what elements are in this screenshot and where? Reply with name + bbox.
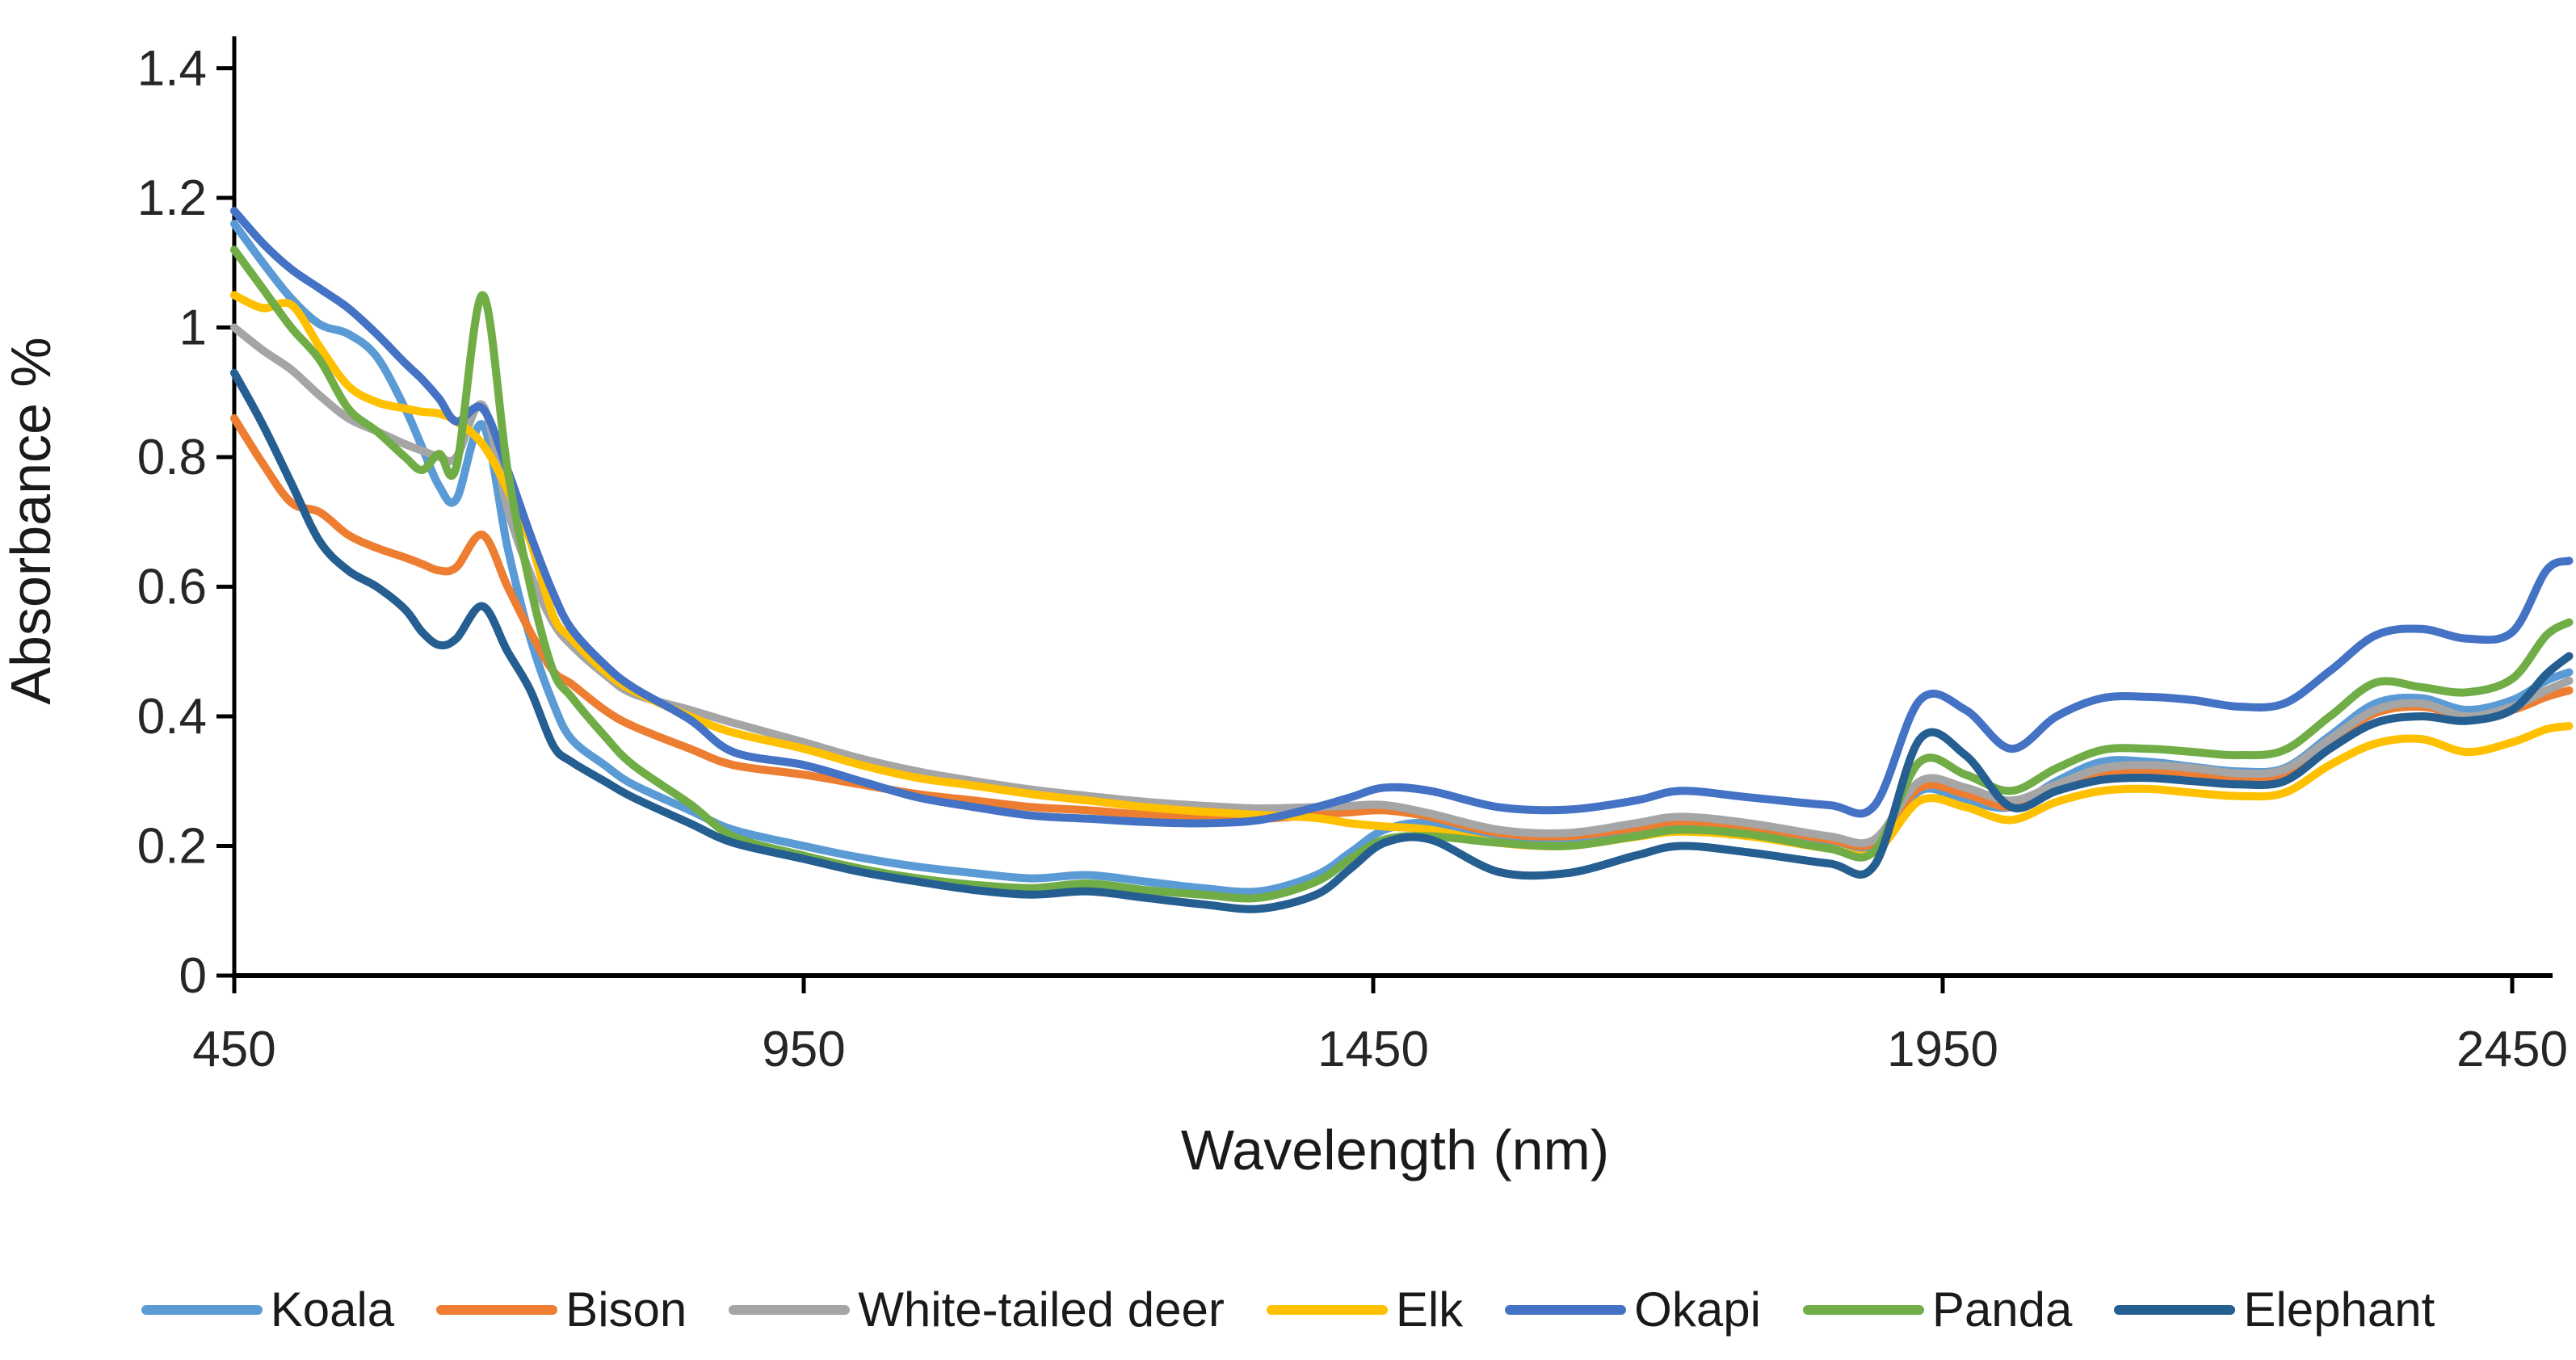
legend-line-swatch-elk [1266, 1305, 1388, 1315]
series-line-white-tailed-deer [230, 323, 2574, 848]
y-tick-label: 0.4 [137, 689, 207, 745]
legend-item-elephant: Elephant [2114, 1286, 2435, 1334]
series-line-okapi [230, 207, 2574, 828]
y-axis-title: Absorbance % [0, 337, 62, 704]
y-tick-label: 0.8 [137, 430, 207, 485]
y-tick-label: 1 [179, 300, 207, 356]
y-tick-label: 1.2 [137, 170, 207, 226]
x-tick-label: 950 [762, 1022, 845, 1077]
absorbance-line-chart: 0 0.2 0.4 0.6 0.8 1 1.2 1.4 450 950 1450 1950 2450 A… [0, 36, 2574, 1182]
legend-label: Bison [565, 1282, 687, 1337]
legend-label: Koala [270, 1282, 395, 1337]
series-line-panda [230, 246, 2574, 903]
legend-label: Elephant [2243, 1282, 2435, 1337]
y-tick-label: 0.2 [137, 819, 207, 875]
legend-label: White-tailed deer [858, 1282, 1225, 1337]
legend-line-swatch-white-tailed-deer [729, 1305, 851, 1315]
y-tick-label: 1.4 [137, 41, 207, 97]
axes [232, 36, 2553, 978]
x-tick-label: 2450 [2456, 1022, 2568, 1077]
x-tick-label: 450 [192, 1022, 275, 1077]
x-tick-label: 1950 [1887, 1022, 1998, 1077]
legend-item-koala: Koala [141, 1286, 394, 1334]
legend-label: Elk [1395, 1282, 1464, 1337]
legend-line-swatch-elephant [2114, 1305, 2236, 1315]
legend-item-panda: Panda [1802, 1282, 2073, 1337]
series-line-elephant [230, 368, 2574, 913]
legend-label: Panda [1931, 1282, 2073, 1337]
legend-item-bison: Bison [436, 1286, 687, 1334]
legend-line-swatch-bison [436, 1305, 558, 1315]
legend-line-swatch-okapi [1505, 1305, 1627, 1315]
legend-label: Okapi [1634, 1282, 1761, 1337]
axis-ticks [216, 66, 2515, 993]
y-tick-label: 0 [179, 948, 207, 1004]
legend: Koala Bison White-tailed deer Elk Okapi Panda… [0, 1270, 2576, 1350]
x-axis-title: Wavelength (nm) [1181, 1119, 1609, 1182]
legend-item-okapi: Okapi [1505, 1286, 1761, 1334]
legend-item-white-tailed-deer: White-tailed deer [729, 1286, 1225, 1334]
legend-item-elk: Elk [1266, 1282, 1464, 1337]
y-tick-label: 0.6 [137, 560, 207, 615]
series-lines [230, 207, 2574, 913]
legend-line-swatch-panda [1802, 1305, 1924, 1315]
x-tick-label: 1450 [1317, 1022, 1429, 1077]
legend-line-swatch-koala [141, 1305, 263, 1315]
axis-tick-labels: 0 0.2 0.4 0.6 0.8 1 1.2 1.4 450 950 1450 1950 2450 [137, 41, 2568, 1078]
